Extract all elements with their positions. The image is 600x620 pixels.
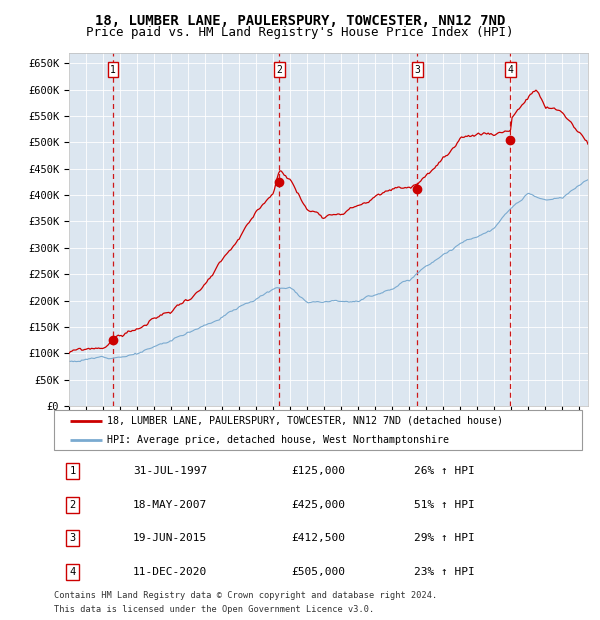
- Text: This data is licensed under the Open Government Licence v3.0.: This data is licensed under the Open Gov…: [54, 605, 374, 614]
- Text: £125,000: £125,000: [291, 466, 345, 476]
- Text: 18-MAY-2007: 18-MAY-2007: [133, 500, 207, 510]
- Text: 18, LUMBER LANE, PAULERSPURY, TOWCESTER, NN12 7ND: 18, LUMBER LANE, PAULERSPURY, TOWCESTER,…: [95, 14, 505, 28]
- Text: 26% ↑ HPI: 26% ↑ HPI: [415, 466, 475, 476]
- Text: 2: 2: [70, 500, 76, 510]
- Text: 18, LUMBER LANE, PAULERSPURY, TOWCESTER, NN12 7ND (detached house): 18, LUMBER LANE, PAULERSPURY, TOWCESTER,…: [107, 416, 503, 426]
- Text: 1: 1: [70, 466, 76, 476]
- Text: £412,500: £412,500: [291, 533, 345, 543]
- Text: 2: 2: [277, 64, 283, 74]
- Text: £425,000: £425,000: [291, 500, 345, 510]
- Text: 19-JUN-2015: 19-JUN-2015: [133, 533, 207, 543]
- Text: 3: 3: [70, 533, 76, 543]
- Text: 3: 3: [414, 64, 420, 74]
- Text: 23% ↑ HPI: 23% ↑ HPI: [415, 567, 475, 577]
- Text: 4: 4: [70, 567, 76, 577]
- Text: Contains HM Land Registry data © Crown copyright and database right 2024.: Contains HM Land Registry data © Crown c…: [54, 591, 437, 601]
- Text: 11-DEC-2020: 11-DEC-2020: [133, 567, 207, 577]
- Text: 51% ↑ HPI: 51% ↑ HPI: [415, 500, 475, 510]
- Text: HPI: Average price, detached house, West Northamptonshire: HPI: Average price, detached house, West…: [107, 435, 449, 445]
- Text: 1: 1: [110, 64, 116, 74]
- Text: 4: 4: [508, 64, 514, 74]
- Text: 31-JUL-1997: 31-JUL-1997: [133, 466, 207, 476]
- Text: 29% ↑ HPI: 29% ↑ HPI: [415, 533, 475, 543]
- Text: Price paid vs. HM Land Registry's House Price Index (HPI): Price paid vs. HM Land Registry's House …: [86, 26, 514, 39]
- Text: £505,000: £505,000: [291, 567, 345, 577]
